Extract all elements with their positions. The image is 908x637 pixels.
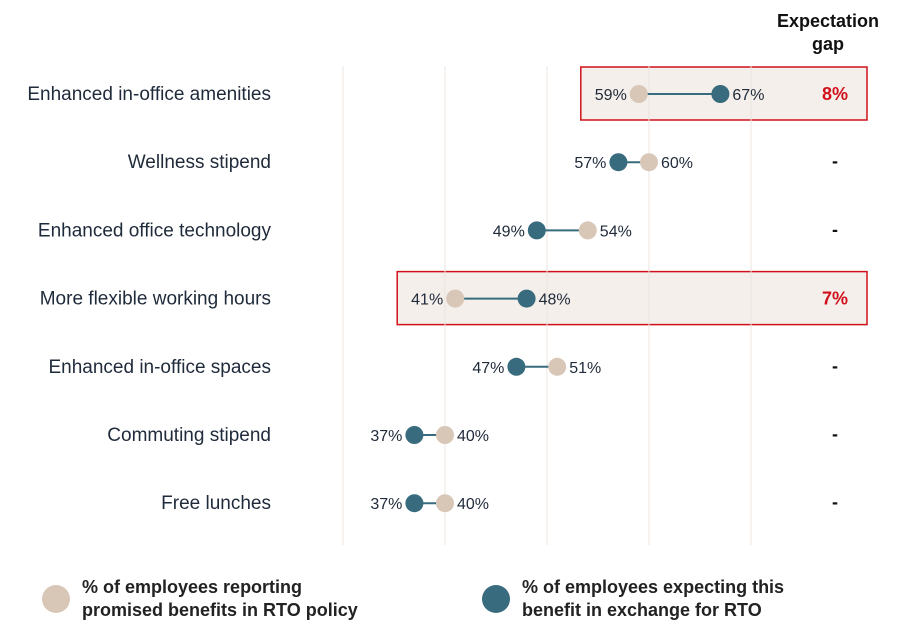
category-label: Enhanced in-office spaces [48, 357, 271, 378]
gap-header: Expectation [777, 11, 879, 31]
marker-expecting [405, 426, 424, 444]
category-label: Enhanced office technology [38, 220, 272, 241]
marker-promised [578, 221, 597, 240]
data-label: 59% [595, 87, 627, 104]
marker-promised [640, 153, 658, 172]
marker-promised [436, 426, 454, 444]
data-label: 37% [370, 496, 402, 513]
data-label: 40% [457, 428, 489, 445]
legend-item-expecting: % of employees expecting this benefit in … [482, 576, 784, 622]
category-label: Enhanced in-office amenities [27, 84, 271, 105]
category-label: Wellness stipend [128, 152, 271, 173]
category-label: Commuting stipend [107, 425, 271, 446]
marker-promised [629, 85, 648, 103]
category-label: Free lunches [161, 493, 271, 514]
marker-expecting [507, 357, 526, 376]
gap-value: - [832, 219, 838, 239]
marker-promised [436, 494, 454, 513]
legend-label: % of employees reporting [82, 577, 303, 597]
data-label: 47% [472, 360, 504, 377]
marker-expecting [609, 153, 628, 172]
marker-promised [548, 357, 567, 376]
category-label: More flexible working hours [40, 289, 271, 310]
data-label: 41% [411, 292, 443, 309]
gap-value: - [832, 151, 838, 171]
legend-item-promised: % of employees reporting promised benefit… [42, 576, 358, 622]
legend-swatch-expecting [482, 585, 510, 613]
legend-label: benefit in exchange for RTO [522, 600, 762, 620]
data-label: 57% [574, 155, 606, 172]
legend-swatch-promised [42, 585, 70, 613]
data-label: 40% [457, 496, 489, 513]
gap-value: 7% [822, 289, 848, 309]
gap-value: 8% [822, 84, 848, 104]
legend-label: promised benefits in RTO policy [82, 600, 358, 620]
marker-expecting [527, 221, 546, 240]
marker-promised [446, 289, 465, 308]
marker-expecting [517, 289, 536, 308]
data-label: 37% [370, 428, 402, 445]
gap-value: - [832, 492, 838, 512]
data-label: 51% [569, 360, 601, 377]
data-label: 67% [732, 87, 764, 104]
marker-expecting [711, 85, 730, 103]
marker-expecting [405, 494, 424, 513]
gap-value: - [832, 356, 838, 376]
gap-header: gap [812, 34, 844, 54]
gap-value: - [832, 424, 838, 444]
data-label: 48% [539, 292, 571, 309]
data-label: 49% [493, 223, 525, 240]
data-label: 60% [661, 155, 693, 172]
legend-label: % of employees expecting this [522, 577, 785, 597]
data-label: 54% [600, 223, 632, 240]
